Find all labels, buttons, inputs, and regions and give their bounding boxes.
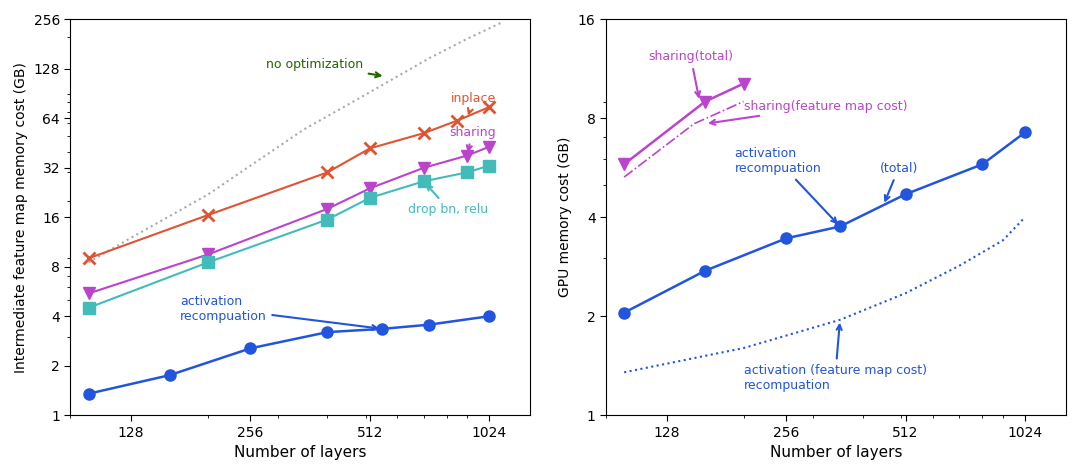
- Y-axis label: GPU memory cost (GB): GPU memory cost (GB): [558, 137, 572, 298]
- Text: activation (feature map cost)
recompuation: activation (feature map cost) recompuati…: [743, 325, 927, 392]
- X-axis label: Number of layers: Number of layers: [770, 445, 902, 460]
- Text: inplace: inplace: [451, 92, 497, 113]
- Text: sharing(feature map cost): sharing(feature map cost): [711, 100, 907, 125]
- Text: drop bn, relu: drop bn, relu: [408, 185, 488, 216]
- Text: (total): (total): [879, 162, 918, 201]
- Y-axis label: Intermediate feature map memory cost (GB): Intermediate feature map memory cost (GB…: [14, 62, 28, 373]
- X-axis label: Number of layers: Number of layers: [234, 445, 367, 460]
- Text: activation
recompuation: activation recompuation: [180, 295, 377, 330]
- Text: sharing: sharing: [449, 126, 496, 151]
- Text: sharing(total): sharing(total): [648, 50, 733, 97]
- Text: activation
recompuation: activation recompuation: [734, 147, 837, 223]
- Text: no optimization: no optimization: [266, 58, 380, 77]
